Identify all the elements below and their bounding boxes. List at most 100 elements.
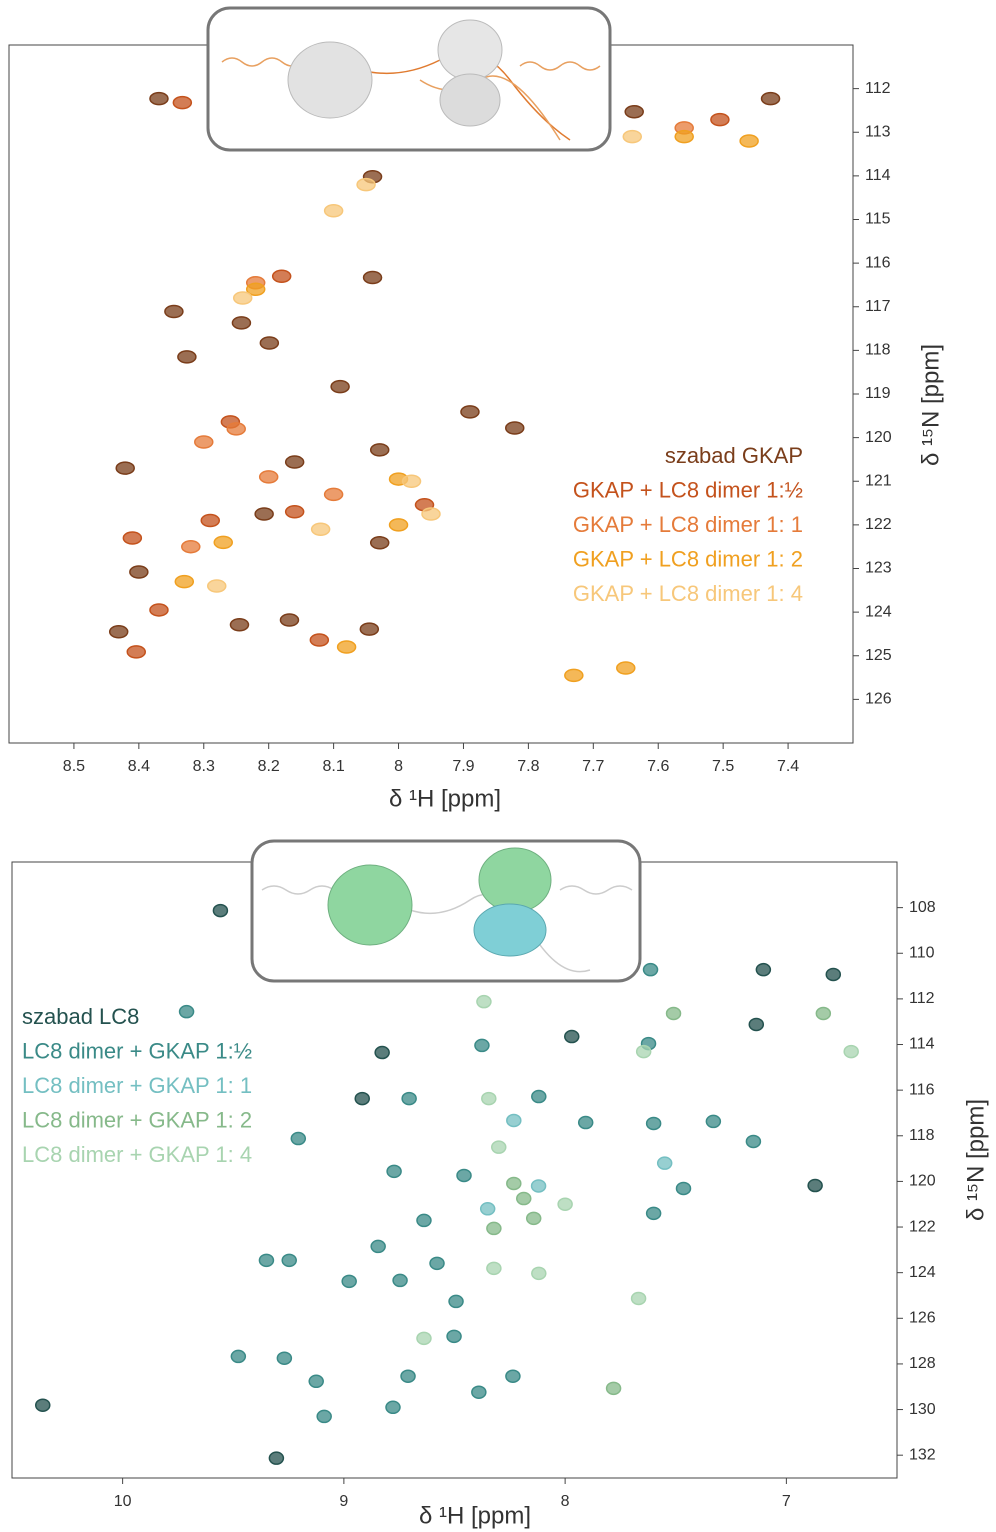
peak: [126, 645, 146, 659]
peak: [705, 1114, 722, 1129]
peak: [35, 1398, 51, 1412]
peak: [374, 1045, 390, 1060]
x-tick-label: 7.4: [777, 758, 799, 775]
peak: [815, 1006, 832, 1021]
peak: [843, 1044, 859, 1059]
peak: [416, 1331, 432, 1346]
legend-entry: LC8 dimer + GKAP 1: 1: [22, 1073, 252, 1098]
y-tick-label: 120: [909, 1173, 936, 1190]
peak: [557, 1197, 573, 1211]
peak: [460, 405, 480, 419]
y-tick-label: 116: [909, 1081, 935, 1098]
peak: [506, 1176, 522, 1191]
peak: [108, 625, 129, 639]
peak: [212, 903, 229, 918]
peak: [516, 1191, 532, 1206]
legend-entry: LC8 dimer + GKAP 1:½: [22, 1038, 252, 1063]
y-tick-label: 113: [865, 123, 891, 140]
peak: [392, 1273, 408, 1288]
peak: [446, 1329, 462, 1344]
peak: [745, 1134, 762, 1149]
legend-entry: LC8 dimer + GKAP 1: 2: [22, 1107, 252, 1132]
peak: [290, 1131, 307, 1146]
x-tick-label: 8: [561, 1493, 570, 1510]
y-tick-label: 122: [909, 1218, 936, 1235]
y-tick-label: 121: [865, 472, 892, 489]
peak: [226, 422, 246, 436]
peak: [268, 1451, 285, 1465]
peak: [386, 1164, 402, 1179]
peak: [149, 603, 169, 617]
peak: [474, 1038, 490, 1053]
peak: [200, 513, 221, 528]
peak: [359, 622, 380, 636]
peak: [531, 1089, 547, 1104]
y-tick-label: 114: [865, 167, 891, 184]
peak: [149, 91, 169, 106]
peak: [229, 618, 250, 632]
y-tick-label: 126: [909, 1310, 936, 1327]
peak: [129, 565, 149, 579]
peak: [401, 1091, 417, 1106]
peak: [630, 1291, 647, 1306]
x-tick-label: 7: [782, 1493, 791, 1510]
legend-entry: GKAP + LC8 dimer 1: 2: [573, 546, 803, 571]
peak: [481, 1091, 497, 1106]
peak: [674, 129, 694, 144]
peak: [605, 1381, 622, 1396]
peak: [164, 304, 184, 319]
x-tick-label: 7.7: [582, 758, 604, 775]
peak: [231, 316, 252, 330]
peak: [486, 1221, 502, 1236]
peak: [421, 507, 441, 521]
peak: [525, 1211, 542, 1226]
x-tick-label: 8.1: [322, 758, 344, 775]
peak: [309, 633, 330, 647]
y-tick-label: 130: [909, 1401, 936, 1418]
y-tick-label: 125: [865, 647, 892, 664]
peak: [471, 1385, 487, 1399]
x-tick-label: 7.5: [712, 758, 734, 775]
x-tick-label: 8.4: [128, 758, 150, 775]
x-axis-label: δ ¹H [ppm]: [419, 1502, 531, 1529]
peak: [645, 1206, 662, 1221]
y-tick-label: 116: [865, 254, 891, 271]
y-tick-label: 108: [909, 899, 936, 916]
y-tick-label: 114: [909, 1036, 935, 1053]
peak: [310, 522, 331, 536]
y-tick-label: 110: [909, 944, 935, 961]
x-tick-label: 7.9: [452, 758, 474, 775]
peak: [622, 129, 643, 144]
peak: [115, 461, 135, 475]
peak: [369, 536, 390, 550]
legend-entry: szabad GKAP: [665, 443, 803, 468]
peak: [323, 204, 344, 218]
peak: [330, 379, 350, 394]
y-tick-label: 124: [865, 603, 892, 620]
peak: [284, 505, 305, 519]
peak: [476, 994, 492, 1009]
y-tick-label: 118: [909, 1127, 935, 1144]
peak: [505, 421, 525, 435]
peak: [178, 1004, 195, 1019]
peak: [341, 1274, 357, 1289]
peak: [760, 91, 781, 106]
peak: [230, 1349, 247, 1364]
peak: [739, 134, 759, 148]
peak: [479, 1202, 496, 1216]
peak: [254, 507, 274, 521]
peak: [362, 270, 383, 285]
peak: [356, 177, 376, 192]
plots: 8.5 8.4 8.3 8.2 8.1 8 7.9 7.8 7.7 7.6 7.5 7.4 112 113…: [8, 44, 989, 1529]
x-tick-label: 7.8: [517, 758, 539, 775]
peak: [429, 1256, 445, 1271]
peak: [530, 1179, 547, 1193]
y-axis-label: δ ¹⁵N [ppm]: [917, 344, 944, 466]
y-tick-label: 115: [865, 211, 891, 228]
peak: [385, 1400, 401, 1415]
y-tick-label: 123: [865, 560, 892, 577]
peak: [316, 1409, 332, 1424]
peak: [259, 336, 280, 350]
peak: [564, 668, 584, 683]
